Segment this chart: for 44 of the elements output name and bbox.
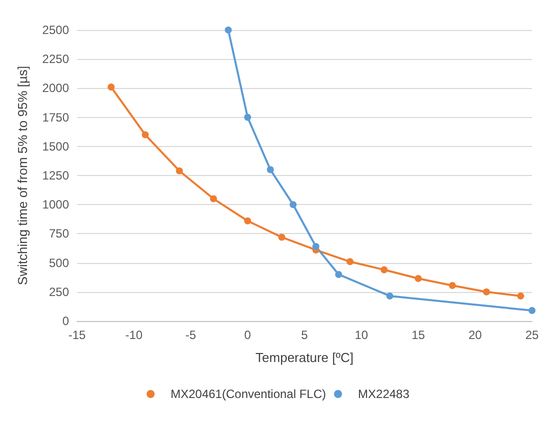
y-tick-label: 750	[48, 226, 70, 241]
y-tick-label: 2500	[42, 23, 70, 37]
point	[290, 201, 297, 208]
x-tick-label: -10	[125, 328, 143, 342]
y-tick-label: 1000	[42, 198, 70, 212]
point	[278, 234, 286, 241]
point	[142, 131, 149, 138]
point	[224, 26, 232, 34]
point	[210, 195, 217, 202]
legend-label: MX20461(Conventional FLC)	[170, 387, 326, 401]
y-tick-label: 500	[48, 256, 70, 270]
point	[108, 84, 115, 91]
y-tick-label: 2000	[42, 81, 70, 96]
y-tick-label: 1250	[42, 168, 70, 182]
x-tick-label: 20	[468, 328, 482, 342]
x-tick-label: -15	[68, 328, 86, 342]
y-tick-label: 250	[48, 284, 70, 299]
point	[244, 217, 252, 224]
legend-label: MX22483	[358, 387, 410, 401]
x-tick-label: 0	[244, 328, 252, 342]
y-tick-label: 1750	[42, 110, 70, 124]
x-tick-label: -5	[185, 328, 196, 342]
point	[312, 243, 320, 250]
point	[244, 114, 252, 121]
point	[176, 167, 183, 174]
point	[448, 282, 456, 289]
x-tick-label: 10	[354, 328, 368, 342]
point	[483, 288, 490, 296]
point	[528, 307, 536, 314]
y-axis-title: Switching time of from 5% to 95% [µs]	[15, 66, 30, 286]
point	[386, 292, 394, 300]
y-tick-label: 0	[62, 314, 70, 328]
point	[266, 166, 274, 174]
y-tick-label: 1500	[42, 139, 70, 154]
point	[346, 258, 354, 266]
y-tick-label: 2250	[42, 52, 70, 66]
point	[414, 275, 422, 282]
x-axis-title: Temperature [ºC]	[256, 350, 354, 365]
point	[335, 270, 342, 278]
x-tick-label: 15	[412, 328, 426, 342]
x-tick-label: 5	[301, 328, 308, 342]
point	[380, 266, 388, 274]
point	[517, 292, 524, 300]
x-tick-label: 25	[525, 328, 539, 342]
